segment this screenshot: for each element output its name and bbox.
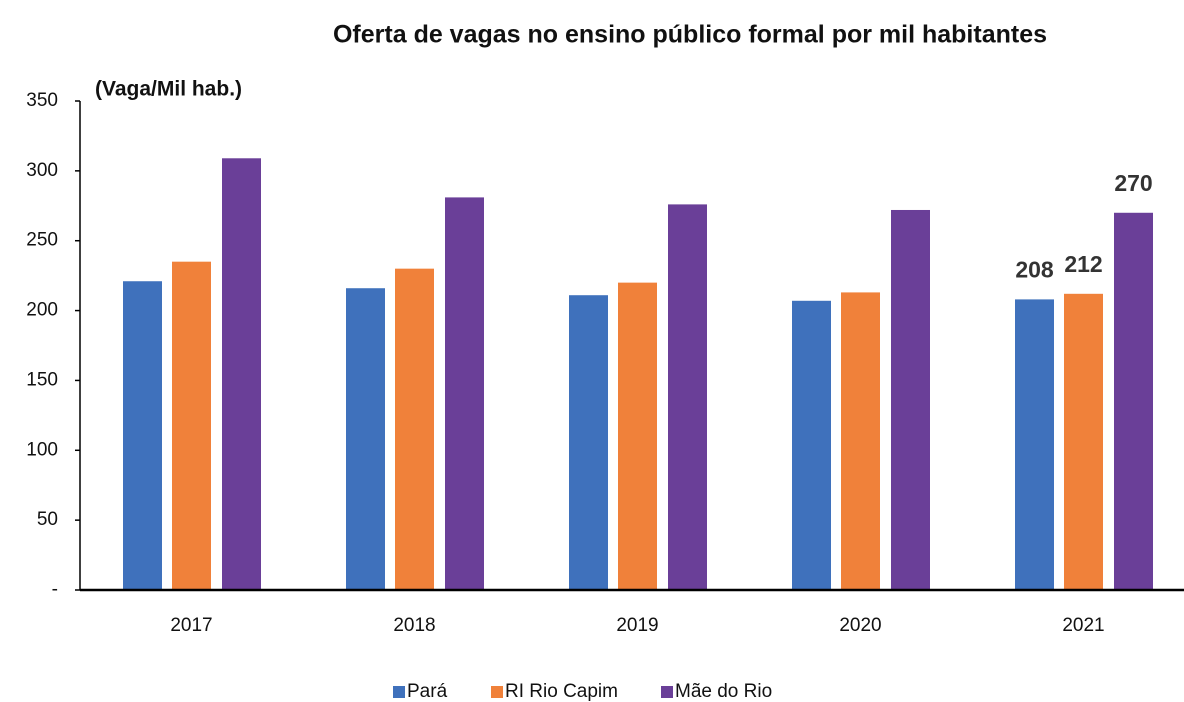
x-tick-label: 2020: [839, 615, 881, 636]
legend-label: Mãe do Rio: [675, 681, 772, 702]
bar: [569, 295, 608, 590]
bar: [1114, 212, 1153, 590]
y-tick-label: 300: [26, 160, 58, 181]
x-tick-label: 2018: [393, 615, 435, 636]
bar: [123, 281, 162, 590]
legend-swatch: [491, 686, 503, 698]
bar: [172, 261, 211, 590]
legend-label: RI Rio Capim: [505, 681, 618, 702]
y-tick-label: -: [52, 579, 58, 600]
legend-label: Pará: [407, 681, 448, 702]
data-label: 270: [1114, 170, 1152, 196]
bar: [1015, 299, 1054, 590]
legend-swatch: [661, 686, 673, 698]
data-label: 208: [1015, 256, 1054, 282]
y-tick-label: 350: [26, 90, 58, 111]
bar: [1064, 293, 1103, 590]
y-tick-label: 250: [26, 230, 58, 251]
bar: [841, 292, 880, 590]
bar: [395, 268, 434, 590]
bar: [891, 209, 930, 590]
bar: [668, 204, 707, 591]
x-tick-label: 2021: [1062, 615, 1104, 636]
bar: [445, 197, 484, 590]
data-label: 212: [1064, 251, 1102, 277]
legend-swatch: [393, 686, 405, 698]
chart-title: Oferta de vagas no ensino público formal…: [333, 21, 1047, 49]
y-tick-label: 50: [37, 509, 58, 530]
y-tick-label: 200: [26, 300, 58, 321]
bar: [792, 300, 831, 590]
y-tick-label: 100: [26, 439, 58, 460]
bar: [346, 288, 385, 590]
bar: [618, 282, 657, 590]
y-axis-label: (Vaga/Mil hab.): [95, 78, 242, 101]
x-tick-label: 2017: [170, 615, 212, 636]
x-tick-label: 2019: [616, 615, 658, 636]
y-tick-label: 150: [26, 369, 58, 390]
bar: [222, 158, 261, 591]
